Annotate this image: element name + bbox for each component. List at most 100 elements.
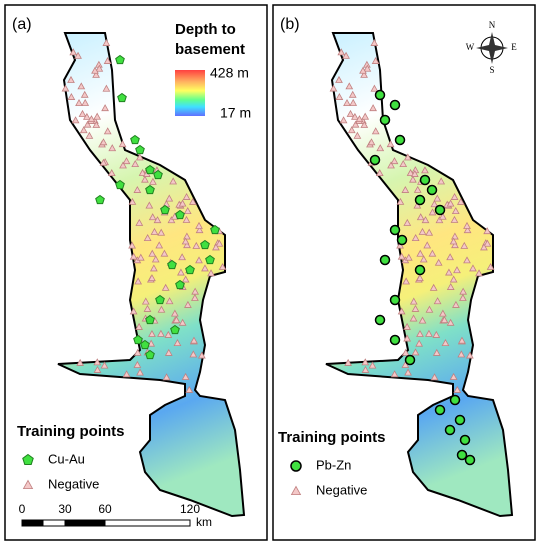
legend-title: basement <box>175 41 245 58</box>
negative-marker <box>160 249 169 257</box>
negative-marker <box>215 239 224 247</box>
negative-marker <box>411 234 420 241</box>
negative-marker <box>463 256 471 264</box>
positive-marker <box>379 114 391 126</box>
negative-marker <box>145 201 154 209</box>
negative-marker <box>432 330 441 338</box>
negative-marker <box>359 66 367 74</box>
negative-marker <box>355 115 364 123</box>
negative-marker <box>344 358 353 366</box>
negative-marker <box>83 120 92 128</box>
negative-marker <box>107 169 116 177</box>
panel-frame <box>272 4 536 541</box>
negative-marker <box>143 234 152 241</box>
negative-marker <box>351 120 360 128</box>
negative-marker <box>342 51 350 59</box>
negative-marker <box>390 370 399 378</box>
compass-rose <box>476 32 508 64</box>
negative-marker <box>178 318 187 326</box>
negative-marker <box>71 116 80 124</box>
positive-marker <box>115 179 125 190</box>
negative-marker <box>141 175 149 183</box>
positive-marker <box>153 169 163 180</box>
negative-marker <box>85 131 94 139</box>
negative-marker <box>181 237 190 245</box>
negative-marker <box>348 90 357 98</box>
negative-marker <box>360 120 369 128</box>
negative-marker <box>421 166 429 174</box>
scale-segment <box>21 519 44 527</box>
negative-marker <box>430 200 439 208</box>
negative-marker <box>67 92 76 100</box>
negative-marker <box>77 82 86 90</box>
negative-marker <box>433 194 442 202</box>
negative-marker <box>183 207 192 215</box>
positive-marker <box>426 184 438 196</box>
positive-marker <box>200 239 210 250</box>
negative-marker <box>165 297 174 305</box>
negative-marker <box>75 99 83 107</box>
negative-marker <box>403 334 411 342</box>
negative-marker <box>403 218 412 226</box>
legend-label: Negative <box>48 476 99 491</box>
positive-marker <box>175 279 185 290</box>
negative-marker <box>387 161 395 169</box>
negative-marker <box>99 158 108 166</box>
negative-marker <box>428 208 437 216</box>
negative-marker <box>131 160 140 167</box>
legend-title: Training points <box>17 423 125 440</box>
positive-marker <box>160 204 170 215</box>
positive-marker <box>117 92 127 103</box>
compass-label: N <box>489 20 496 30</box>
negative-marker <box>390 157 399 165</box>
positive-marker <box>130 134 140 145</box>
negative-marker <box>129 252 138 260</box>
negative-marker <box>157 305 166 313</box>
negative-marker <box>483 239 492 247</box>
negative-marker <box>169 177 178 185</box>
negative-marker <box>191 287 200 295</box>
negative-marker <box>67 75 75 83</box>
positive-marker <box>135 144 145 155</box>
positive-marker <box>404 354 416 366</box>
panel-label: (b) <box>280 16 300 33</box>
negative-marker <box>95 64 104 72</box>
negative-marker <box>440 316 449 324</box>
negative-marker <box>403 322 411 330</box>
negative-marker <box>353 131 362 139</box>
negative-marker <box>81 98 90 106</box>
negative-marker <box>450 215 459 223</box>
positive-marker <box>389 99 401 111</box>
negative-marker <box>463 226 472 234</box>
positive-marker <box>205 254 215 265</box>
negative-marker <box>122 370 131 378</box>
negative-marker <box>133 360 142 368</box>
negative-marker <box>409 314 418 322</box>
positive-marker <box>459 434 471 446</box>
negative-marker <box>406 168 415 176</box>
negative-marker <box>195 256 203 264</box>
negative-marker <box>386 140 395 148</box>
scale-segment <box>42 519 66 527</box>
negative-marker <box>335 75 343 83</box>
negative-marker <box>79 126 88 134</box>
negative-marker <box>425 305 434 313</box>
negative-marker <box>135 218 144 226</box>
positive-marker <box>155 294 165 305</box>
negative-marker <box>165 194 174 202</box>
negative-marker <box>335 92 344 100</box>
negative-marker <box>435 216 444 224</box>
negative-marker <box>375 169 384 177</box>
negative-marker <box>370 39 379 46</box>
negative-marker <box>450 192 459 200</box>
negative-marker <box>475 269 483 277</box>
negative-marker <box>207 269 215 277</box>
negative-marker <box>103 127 112 135</box>
negative-marker <box>423 241 432 249</box>
negative-marker <box>343 99 351 107</box>
negative-marker <box>178 253 187 261</box>
negative-marker <box>195 226 204 234</box>
negative-marker <box>451 232 459 240</box>
negative-marker <box>425 329 433 337</box>
